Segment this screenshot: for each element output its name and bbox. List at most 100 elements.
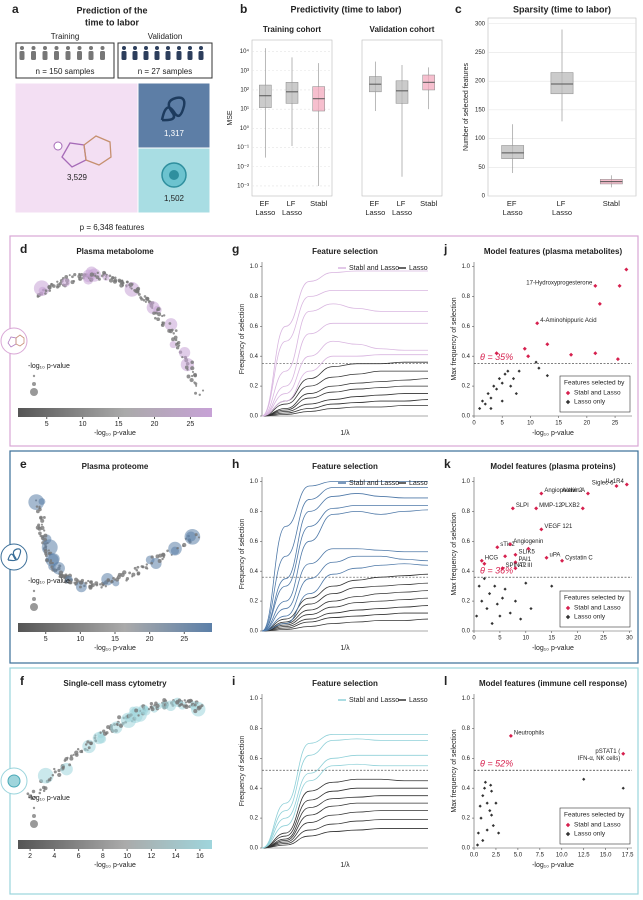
person-icon: [133, 46, 137, 50]
network-node: [56, 283, 61, 288]
network-node: [73, 273, 77, 277]
colorbar-tick-label: 16: [196, 853, 204, 860]
network-node: [181, 355, 184, 359]
network-node: [140, 565, 144, 568]
panel-letter: d: [20, 242, 27, 256]
size-legend-dot: [30, 388, 38, 396]
feature-point: [621, 786, 625, 790]
feature-point: [489, 406, 493, 411]
network-node: [190, 374, 194, 378]
person-icon: [132, 51, 138, 60]
colorbar-tick-label: 20: [151, 421, 159, 428]
panel-title: Sparsity (time to labor): [513, 4, 611, 14]
feature-point: [545, 374, 549, 378]
network-node: [104, 585, 107, 588]
network-node: [50, 283, 54, 287]
box-body: [395, 80, 409, 104]
network-node: [35, 525, 41, 530]
network-node: [177, 698, 182, 702]
feature-point: [482, 561, 487, 566]
feature-point: [475, 843, 480, 847]
panel-letter: b: [240, 2, 247, 16]
x-tick-label: 15.0: [600, 853, 612, 859]
feature-point: [522, 346, 527, 351]
network-node: [102, 273, 110, 281]
person-icon: [31, 46, 36, 50]
network-node: [156, 317, 161, 322]
molecule-ring: [83, 135, 112, 166]
network-node: [154, 316, 157, 320]
panel-title: Single-cell mass cytometry: [63, 679, 167, 688]
network-node: [174, 342, 179, 347]
y-tick-label: 10³: [240, 68, 249, 74]
colorbar-tick-label: 5: [45, 421, 49, 428]
legend-swatch: [565, 831, 571, 837]
feature-point: [624, 482, 629, 487]
panel-a: a Prediction of the time to labor Traini…: [12, 2, 213, 232]
y-tick-label: 0.6: [462, 756, 471, 762]
row-frame: [9, 667, 639, 895]
y-tick-label: 10⁻²: [237, 164, 249, 170]
x-tick-label: 25: [612, 421, 619, 427]
feature-point: [624, 267, 629, 272]
feature-label: SPINT2: [505, 563, 527, 569]
network-node: [71, 275, 74, 279]
network-node: [43, 529, 46, 532]
y-tick-label: 0.6: [250, 539, 259, 545]
y-tick-label: 0.0: [462, 629, 471, 635]
network-node: [184, 365, 189, 370]
feature-point: [476, 831, 480, 835]
y-tick-label: 0.4: [462, 569, 471, 575]
feature-point: [539, 527, 544, 532]
colorbar: [18, 840, 212, 849]
network-node: [49, 559, 53, 562]
y-tick-label: 0.0: [250, 414, 259, 420]
network-node: [164, 318, 178, 331]
network-node: [193, 703, 197, 707]
feature-count: 1,317: [164, 129, 185, 138]
feature-point: [478, 804, 482, 808]
network-node: [145, 296, 150, 301]
box-body: [501, 145, 525, 159]
network-node: [79, 749, 83, 754]
feature-point: [617, 283, 622, 288]
network-node: [69, 756, 74, 761]
sample-count: n = 150 samples: [36, 67, 95, 76]
y-tick-label: 1.0: [462, 696, 471, 702]
network-node: [104, 278, 107, 281]
y-tick-label: 10⁻³: [237, 184, 249, 190]
feature-point: [488, 809, 492, 813]
network-node: [137, 714, 140, 717]
network-node: [68, 274, 71, 277]
feature-point: [511, 377, 516, 381]
legend-swatch: [565, 822, 571, 828]
y-tick-label: 0.4: [462, 354, 471, 360]
person-icon: [19, 51, 25, 60]
feature-label: PAI1: [518, 557, 531, 563]
metabolome-icon: [0, 327, 28, 355]
panel-letter: j: [443, 242, 447, 256]
network-node: [39, 515, 43, 520]
x-tick-label: 0: [472, 421, 476, 427]
feature-point: [539, 491, 544, 496]
network-node: [31, 797, 34, 800]
colorbar-tick-label: 10: [76, 636, 84, 643]
network-node: [162, 698, 167, 703]
network-node: [125, 577, 130, 581]
selection-path: [261, 340, 428, 417]
x-tick-label: 5.0: [514, 853, 523, 859]
feature-point: [519, 617, 523, 621]
network-node: [175, 700, 180, 705]
colorbar-label: -log₁₀ p-value: [94, 430, 136, 437]
person-icon: [100, 51, 105, 60]
network-node: [161, 314, 164, 318]
box-body: [550, 72, 574, 95]
feature-label: Siglec-6: [592, 481, 614, 487]
network-node: [97, 277, 101, 281]
y-axis-label: Max frequency of selection: [451, 729, 458, 812]
network-node: [113, 278, 118, 283]
x-tick-label: 2.5: [492, 853, 501, 859]
network-node: [168, 328, 173, 334]
feature-count: 1,502: [164, 194, 185, 203]
feature-point: [544, 555, 549, 560]
